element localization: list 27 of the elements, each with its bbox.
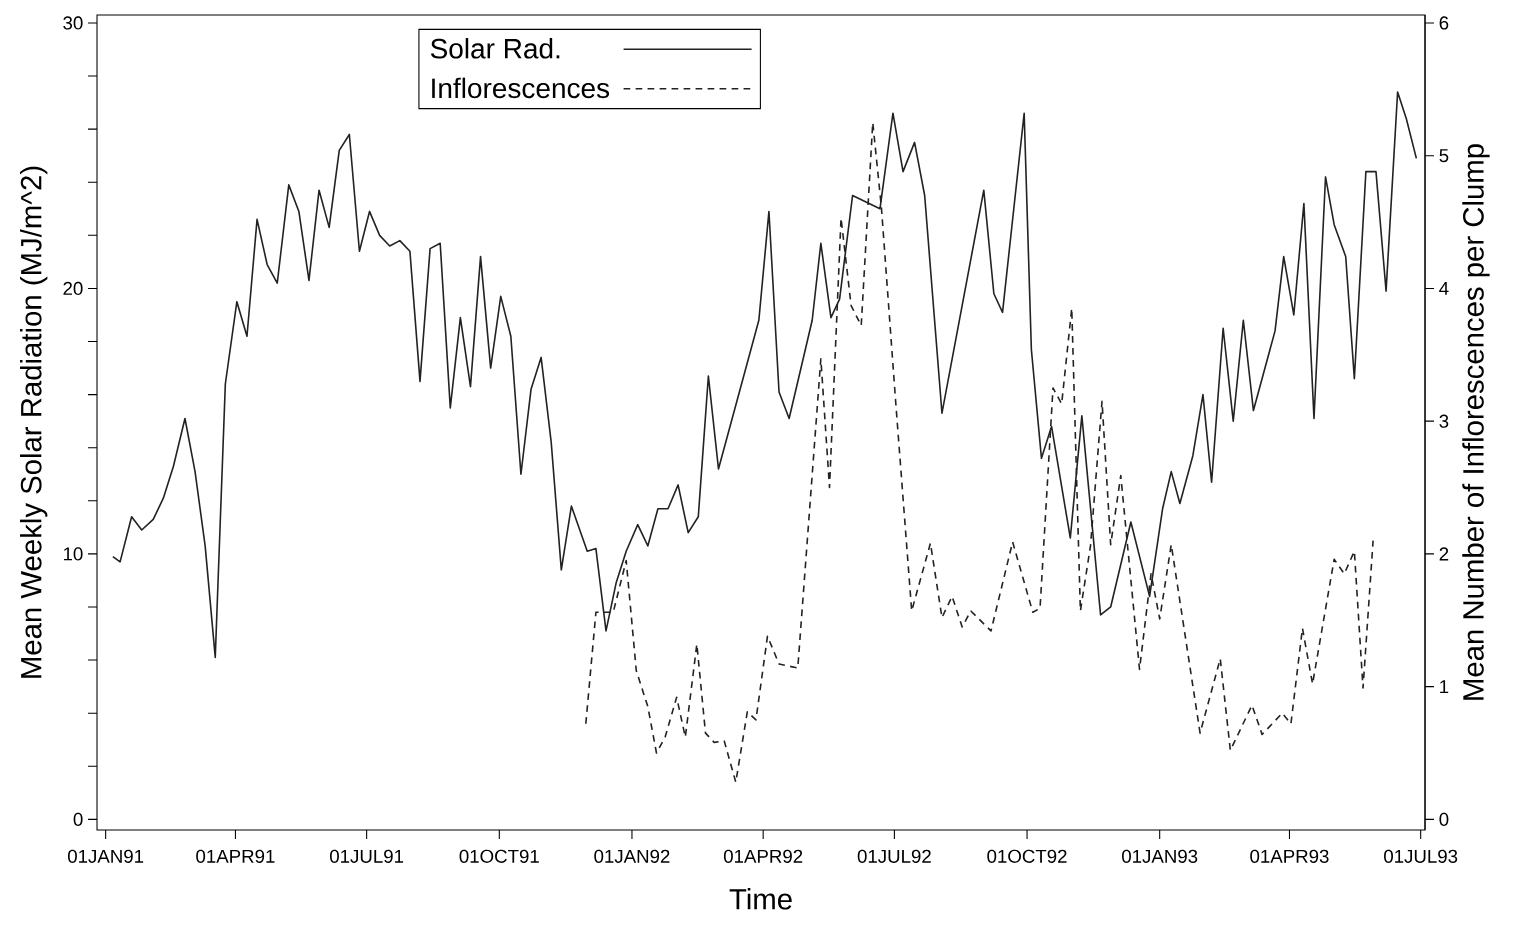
y-tick-label: 10 bbox=[63, 547, 83, 561]
y-tick-label: 20 bbox=[63, 281, 83, 296]
x-tick-label: 01OCT91 bbox=[459, 849, 539, 863]
y2-tick-label: 4 bbox=[1439, 282, 1449, 295]
y2-tick-label: 0 bbox=[1439, 812, 1449, 826]
x-tick-label: 01JAN92 bbox=[594, 849, 670, 863]
y2-tick-label: 1 bbox=[1440, 680, 1449, 694]
y-tick-label: 30 bbox=[63, 16, 83, 30]
legend-label: Inflorescences bbox=[432, 77, 610, 99]
y2-axis-title: Mean Number of Inflorescences per Clump bbox=[1462, 144, 1490, 700]
y2-tick-label: 5 bbox=[1439, 149, 1449, 163]
x-tick-label: 01JAN91 bbox=[68, 849, 144, 863]
x-tick-label: 01APR91 bbox=[196, 849, 275, 863]
y-tick-label: 0 bbox=[73, 812, 83, 826]
y2-tick-label: 2 bbox=[1439, 547, 1449, 561]
x-tick-label: 01JAN93 bbox=[1122, 849, 1198, 863]
x-tick-label: 01JUL91 bbox=[330, 849, 404, 863]
x-tick-label: 01OCT92 bbox=[987, 849, 1067, 863]
x-tick-label: 01JUL92 bbox=[857, 849, 931, 863]
y2-tick-label: 6 bbox=[1439, 16, 1449, 30]
x-tick-label: 01JUL93 bbox=[1384, 849, 1458, 863]
x-tick-label: 01APR93 bbox=[1250, 849, 1329, 863]
y-axis-title: Mean Weekly Solar Radiation (MJ/m^2) bbox=[20, 166, 48, 678]
legend-label: Solar Rad. bbox=[430, 38, 560, 59]
x-axis-title: Time bbox=[729, 888, 792, 910]
x-tick-label: 01APR92 bbox=[723, 849, 803, 863]
y2-tick-label: 3 bbox=[1439, 414, 1449, 428]
